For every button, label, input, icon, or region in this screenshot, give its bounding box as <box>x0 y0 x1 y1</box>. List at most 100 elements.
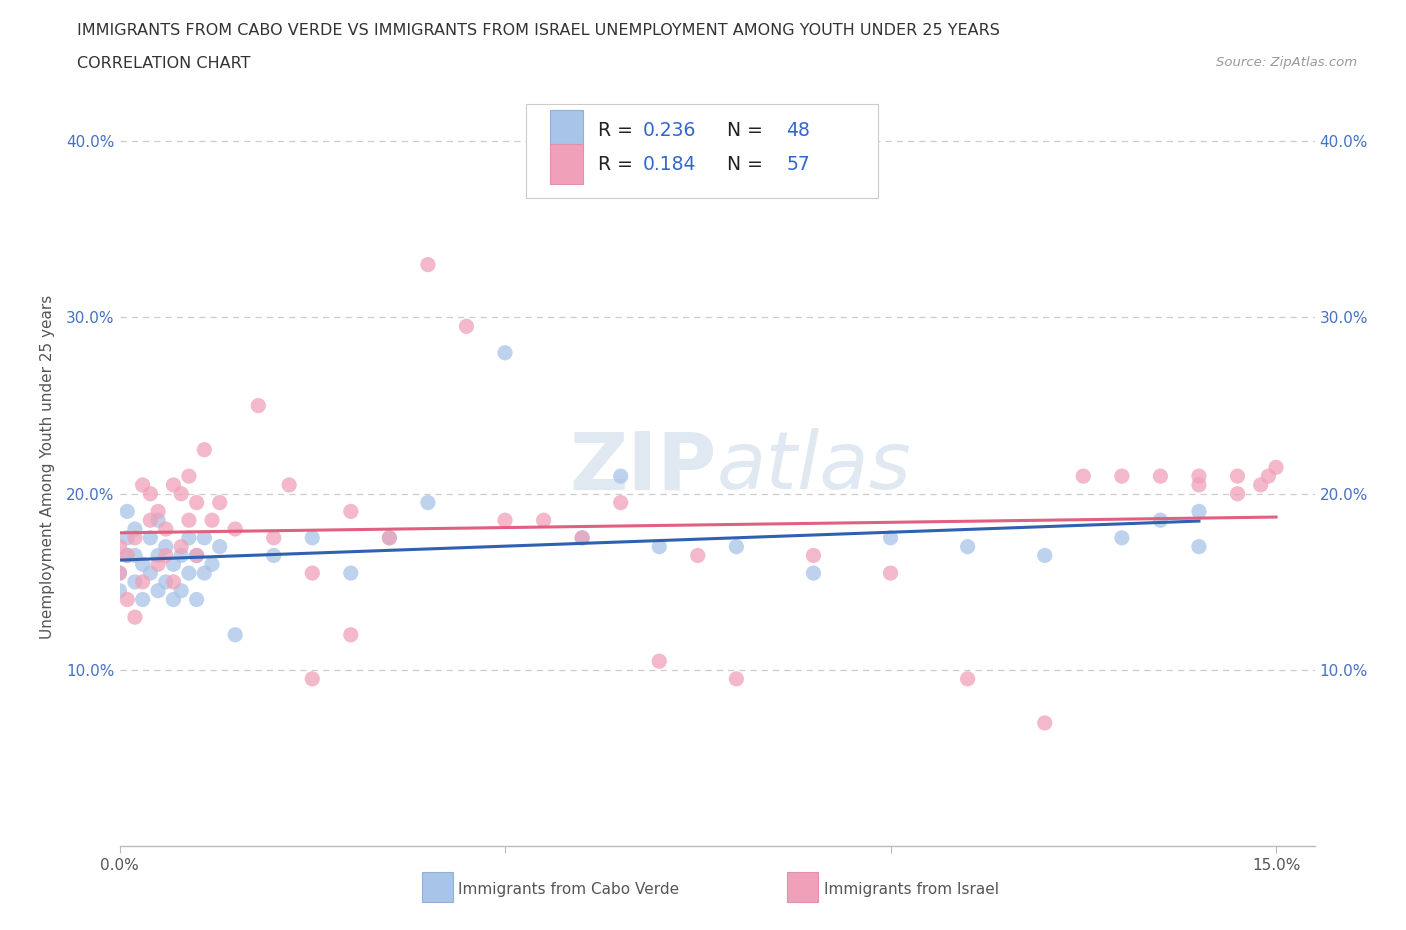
Point <box>124 575 146 590</box>
Point <box>146 512 169 527</box>
Point <box>108 539 131 554</box>
Point <box>247 398 270 413</box>
Point <box>131 575 153 590</box>
Point <box>879 565 901 580</box>
Point <box>725 671 748 686</box>
Point <box>1226 469 1249 484</box>
Point <box>1257 469 1279 484</box>
Point <box>139 530 162 545</box>
Point <box>177 469 200 484</box>
Point <box>494 345 516 360</box>
Point <box>186 548 208 563</box>
Point <box>301 565 323 580</box>
Point <box>108 565 131 580</box>
FancyBboxPatch shape <box>526 103 879 198</box>
Text: Immigrants from Cabo Verde: Immigrants from Cabo Verde <box>458 882 679 897</box>
Point <box>115 548 138 563</box>
Point <box>193 443 215 458</box>
Point <box>1033 548 1056 563</box>
Point <box>201 512 224 527</box>
Point <box>155 548 177 563</box>
Point <box>162 557 184 572</box>
Point <box>340 504 363 519</box>
Point <box>263 548 285 563</box>
Point <box>170 583 193 598</box>
FancyBboxPatch shape <box>550 111 583 150</box>
Point <box>139 512 162 527</box>
Point <box>146 504 169 519</box>
Point <box>1071 469 1094 484</box>
Point <box>208 539 231 554</box>
Text: ZIP: ZIP <box>569 429 717 506</box>
Point <box>186 592 208 607</box>
Point <box>571 530 593 545</box>
FancyBboxPatch shape <box>550 144 583 184</box>
Point <box>301 530 323 545</box>
Point <box>177 530 200 545</box>
Point <box>494 512 516 527</box>
Point <box>108 583 131 598</box>
Point <box>1188 504 1211 519</box>
Point <box>193 565 215 580</box>
Point <box>278 477 301 492</box>
Point <box>162 477 184 492</box>
Point <box>186 548 208 563</box>
Point <box>340 628 363 643</box>
Point <box>571 530 593 545</box>
Point <box>162 575 184 590</box>
Text: 48: 48 <box>786 121 810 140</box>
Point <box>956 539 979 554</box>
Text: R =: R = <box>598 121 638 140</box>
Point <box>170 539 193 554</box>
Text: IMMIGRANTS FROM CABO VERDE VS IMMIGRANTS FROM ISRAEL UNEMPLOYMENT AMONG YOUTH UN: IMMIGRANTS FROM CABO VERDE VS IMMIGRANTS… <box>77 23 1000 38</box>
Point <box>416 258 439 272</box>
Point <box>139 565 162 580</box>
Point <box>170 548 193 563</box>
Text: 0.184: 0.184 <box>643 154 696 174</box>
Point <box>1149 512 1171 527</box>
Point <box>1111 469 1133 484</box>
Point <box>609 469 631 484</box>
Point <box>155 539 177 554</box>
Point <box>1265 460 1288 474</box>
Text: 57: 57 <box>786 154 810 174</box>
Point <box>378 530 401 545</box>
Text: N =: N = <box>714 154 769 174</box>
Point <box>1188 539 1211 554</box>
Point <box>124 610 146 625</box>
Point <box>1111 530 1133 545</box>
Point <box>162 592 184 607</box>
Point <box>177 512 200 527</box>
Point <box>263 530 285 545</box>
Point <box>648 654 671 669</box>
Point <box>146 583 169 598</box>
Point <box>416 495 439 510</box>
Text: N =: N = <box>714 121 769 140</box>
Point <box>378 530 401 545</box>
Point <box>186 495 208 510</box>
Text: atlas: atlas <box>717 429 912 506</box>
Point <box>131 557 153 572</box>
Point <box>155 575 177 590</box>
Point <box>108 565 131 580</box>
Point <box>340 565 363 580</box>
Point <box>146 557 169 572</box>
Point <box>648 539 671 554</box>
Point <box>131 592 153 607</box>
Point <box>609 495 631 510</box>
Point <box>1188 469 1211 484</box>
Point <box>956 671 979 686</box>
Text: Immigrants from Israel: Immigrants from Israel <box>824 882 998 897</box>
Point <box>131 477 153 492</box>
Text: Source: ZipAtlas.com: Source: ZipAtlas.com <box>1216 56 1357 69</box>
Point <box>686 548 709 563</box>
Point <box>879 530 901 545</box>
Point <box>533 512 555 527</box>
Point <box>1149 469 1171 484</box>
Point <box>115 530 138 545</box>
Point <box>803 548 825 563</box>
Point <box>139 486 162 501</box>
Point <box>170 486 193 501</box>
Point <box>155 522 177 537</box>
Point <box>1250 477 1272 492</box>
